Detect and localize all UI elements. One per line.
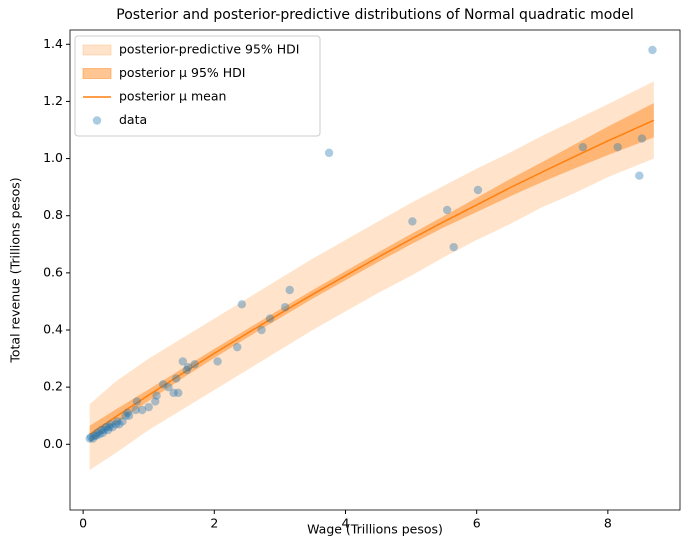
data-point xyxy=(164,382,173,392)
data-point xyxy=(93,428,102,438)
data-point xyxy=(265,314,275,323)
x-tick-label: 0 xyxy=(79,516,87,531)
data-point xyxy=(88,434,98,443)
data-point xyxy=(152,391,161,400)
y-tick-label: 0.0 xyxy=(43,436,63,451)
hdi-band xyxy=(89,103,654,443)
data-point xyxy=(285,285,294,295)
chart-title: Posterior and posterior-predictive distr… xyxy=(116,7,634,23)
y-tick-label: 0.8 xyxy=(43,207,63,222)
data-point xyxy=(237,300,247,309)
data-point xyxy=(98,428,107,438)
data-point xyxy=(449,242,458,252)
data-point xyxy=(123,408,132,418)
data-point xyxy=(106,420,115,429)
data-point xyxy=(233,342,242,352)
x-tick-label: 4 xyxy=(342,516,350,531)
legend-label: posterior μ 95% HDI xyxy=(119,65,245,80)
y-tick-label: 1.2 xyxy=(43,93,63,108)
data-point xyxy=(137,405,147,415)
data-point xyxy=(213,357,222,366)
data-point xyxy=(637,134,647,143)
data-point xyxy=(151,397,160,406)
data-point xyxy=(108,422,117,432)
data-point xyxy=(442,205,452,215)
data-point xyxy=(648,45,657,55)
data-point xyxy=(178,357,188,366)
data-point xyxy=(183,362,193,372)
data-point xyxy=(103,425,113,435)
legend: posterior-predictive 95% HDI posterior μ … xyxy=(74,35,321,137)
data-point xyxy=(280,302,290,312)
legend-label: posterior μ mean xyxy=(119,89,226,104)
data-point xyxy=(144,402,153,412)
data-point xyxy=(324,148,334,158)
data-point xyxy=(578,142,588,152)
data-point xyxy=(113,417,122,426)
legend-swatch xyxy=(82,44,112,56)
y-tick-label: 1.4 xyxy=(43,36,63,51)
x-axis-label: Wage (Trillions pesos) xyxy=(307,522,443,537)
x-tick-label: 2 xyxy=(210,516,218,531)
y-axis-label: Total revenue (Trillions pesos) xyxy=(8,177,23,363)
data-point xyxy=(473,185,483,195)
data-point xyxy=(85,434,94,443)
data-point xyxy=(132,397,142,406)
legend-swatch xyxy=(92,116,102,125)
y-tick-label: 0.4 xyxy=(43,322,63,337)
legend-label: data xyxy=(119,112,147,127)
data-point xyxy=(124,411,134,420)
data-point xyxy=(97,425,106,435)
data-point xyxy=(635,171,644,180)
data-point xyxy=(118,417,127,426)
y-tick-label: 0.6 xyxy=(43,264,63,279)
data-point xyxy=(131,405,140,415)
data-point xyxy=(613,142,622,152)
data-point xyxy=(257,325,266,335)
x-tick-label: 8 xyxy=(604,516,612,531)
y-tick-label: 1.0 xyxy=(43,150,63,165)
data-point xyxy=(99,425,109,435)
mean-line xyxy=(89,119,655,435)
data-point xyxy=(111,420,121,429)
legend-label: posterior-predictive 95% HDI xyxy=(119,42,299,57)
legend-box xyxy=(74,35,321,137)
data-point xyxy=(105,422,114,432)
hdi-band xyxy=(89,81,654,471)
data-point xyxy=(95,430,104,439)
data-point xyxy=(172,374,181,383)
plot-frame xyxy=(69,29,681,511)
data-point xyxy=(182,365,191,375)
data-point xyxy=(86,432,96,442)
data-point xyxy=(174,388,183,398)
data-point xyxy=(408,217,417,226)
y-tick-label: 0.2 xyxy=(43,379,63,394)
data-point xyxy=(169,388,178,398)
data-point xyxy=(121,411,130,420)
data-point xyxy=(158,380,168,389)
data-point xyxy=(190,360,199,369)
data-point xyxy=(114,420,124,429)
data-point xyxy=(101,422,111,432)
x-tick-label: 6 xyxy=(473,516,481,531)
legend-swatch xyxy=(82,68,112,79)
data-point xyxy=(90,431,100,440)
data-point xyxy=(92,431,101,440)
